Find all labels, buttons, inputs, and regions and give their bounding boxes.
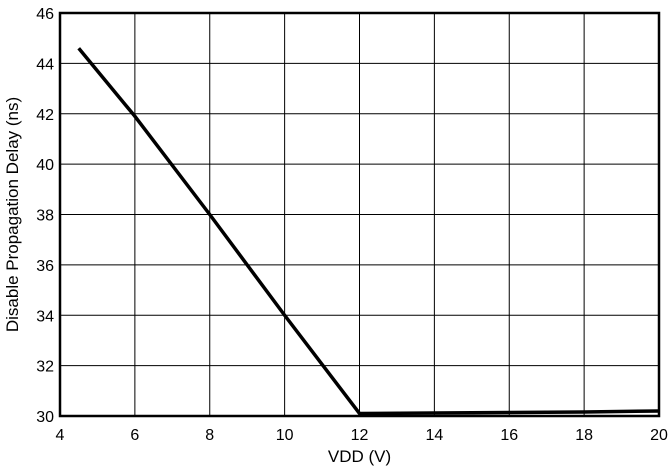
x-tick-label: 8: [205, 427, 214, 444]
x-tick-label: 14: [425, 427, 443, 444]
y-tick-label: 34: [36, 308, 54, 325]
x-tick-label: 4: [56, 427, 65, 444]
y-tick-label: 38: [36, 208, 54, 225]
x-tick-label: 6: [130, 427, 139, 444]
y-tick-label: 32: [36, 359, 54, 376]
x-tick-label: 20: [650, 427, 668, 444]
series-line: [77, 47, 660, 416]
y-tick-label: 30: [36, 409, 54, 426]
x-tick-labels: 4 6 8 10 12 14 16 18 20: [56, 427, 668, 444]
x-tick-label: 12: [351, 427, 369, 444]
y-tick-label: 44: [36, 56, 54, 73]
y-tick-label: 46: [36, 6, 54, 23]
x-axis-label: VDD (V): [328, 447, 391, 466]
y-axis-label: Disable Propagation Delay (ns): [3, 97, 22, 332]
y-tick-label: 42: [36, 107, 54, 124]
y-tick-label: 36: [36, 258, 54, 275]
y-tick-labels: 30 32 34 36 38 40 42 44 46: [36, 6, 54, 426]
x-tick-label: 16: [500, 427, 518, 444]
grid: [59, 12, 660, 417]
x-tick-label: 18: [575, 427, 593, 444]
x-tick-label: 10: [276, 427, 294, 444]
series-layer: [77, 47, 660, 416]
plot-frame: [58, 11, 661, 418]
y-tick-label: 40: [36, 157, 54, 174]
